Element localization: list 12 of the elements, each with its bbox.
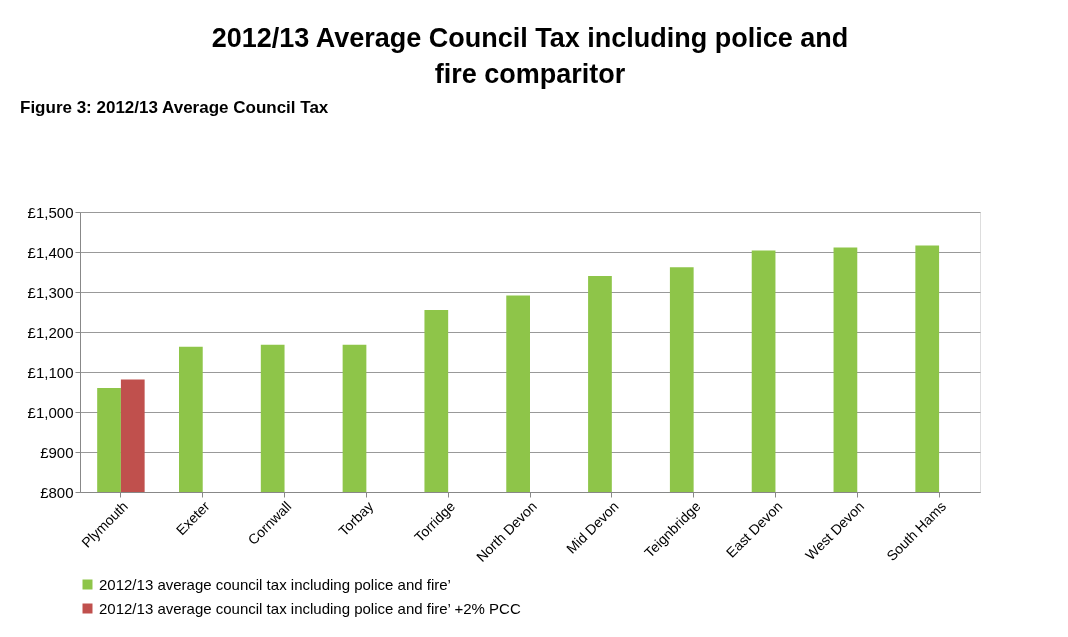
y-tick-label: £1,200 xyxy=(27,323,74,341)
y-tick-label: £1,000 xyxy=(27,403,74,421)
y-tick-label: £800 xyxy=(40,483,74,501)
y-tick-label: £1,300 xyxy=(27,283,74,301)
legend-label: 2012/13 average council tax including police and fire’ +2% PCC xyxy=(99,599,521,617)
legend-label: 2012/13 average council tax including police and fire’ xyxy=(99,575,451,593)
y-tick-label: £1,100 xyxy=(27,363,74,381)
caption: Figure 3: 2012/13 Average Council Tax xyxy=(20,98,329,117)
y-tick-label: £1,500 xyxy=(27,203,74,221)
y-tick-label: £900 xyxy=(40,443,74,461)
chart-title: 2012/13 Average Council Tax including police and fire comparitor xyxy=(211,23,849,89)
y-tick-label: £1,400 xyxy=(27,243,74,261)
